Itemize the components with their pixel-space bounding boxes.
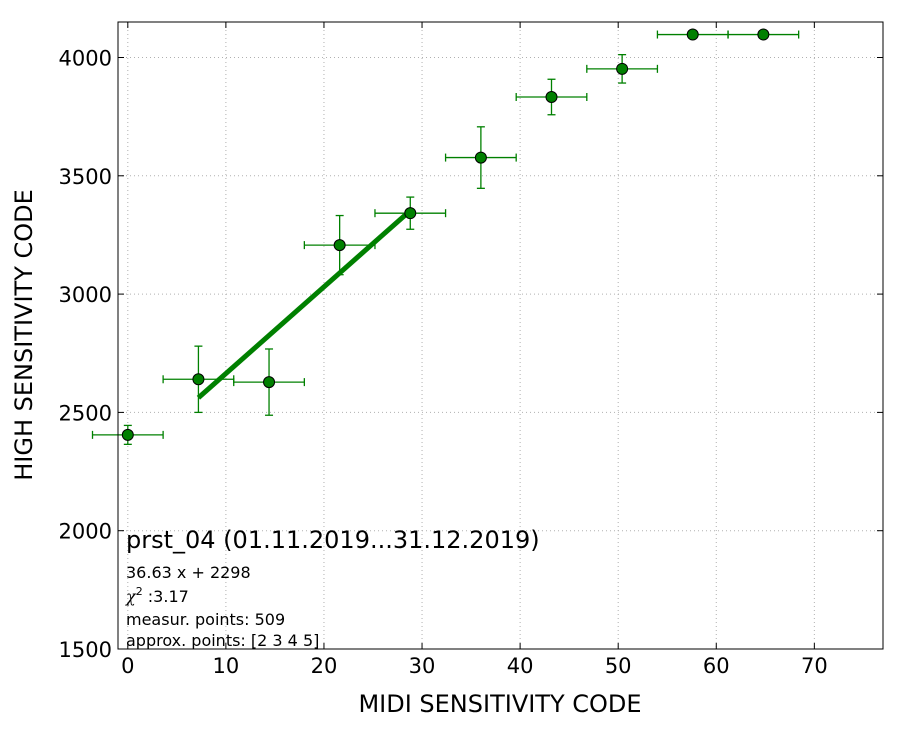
- y-tick-label: 3000: [59, 283, 112, 307]
- fit-equation: 36.63 x + 2298: [126, 563, 251, 582]
- x-tick-label: 10: [213, 654, 240, 678]
- x-tick-label: 70: [801, 654, 828, 678]
- data-point: [162, 345, 235, 414]
- point-marker: [545, 91, 558, 104]
- point-marker: [121, 428, 134, 441]
- y-tick-label: 2000: [59, 520, 112, 544]
- x-tick-label: 50: [605, 654, 632, 678]
- y-tick-label: 4000: [59, 46, 112, 70]
- grid-lines: [118, 22, 883, 650]
- y-axis-title: HIGH SENSITIVITY CODE: [10, 189, 38, 481]
- approx-points-label: approx. points: [2 3 4 5]: [126, 631, 319, 650]
- point-marker: [757, 28, 770, 41]
- data-point: [374, 196, 447, 230]
- y-tick-label: 3500: [59, 165, 112, 189]
- point-marker: [474, 151, 487, 164]
- data-point: [586, 54, 659, 84]
- y-tick-label: 2500: [59, 401, 112, 425]
- chi2-label: χ2 :3.17: [125, 585, 189, 606]
- annotation-title: prst_04 (01.11.2019...31.12.2019): [126, 526, 540, 554]
- point-marker: [686, 28, 699, 41]
- x-tick-label: 40: [507, 654, 534, 678]
- annotation-block: prst_04 (01.11.2019...31.12.2019) 36.63 …: [125, 526, 540, 650]
- data-point: [515, 78, 588, 116]
- y-axis-ticks: 1500 2000 2500 3000 3500 4000: [59, 46, 883, 662]
- data-point: [91, 424, 164, 445]
- data-points: [91, 28, 800, 445]
- point-marker: [263, 376, 276, 389]
- chi2-symbol: χ: [125, 587, 137, 606]
- x-tick-label: 60: [703, 654, 730, 678]
- y-tick-label: 1500: [59, 638, 112, 662]
- plot-frame: [117, 21, 884, 650]
- fit-line: [196, 208, 412, 400]
- data-point: [303, 214, 376, 276]
- fit-line-group: [196, 208, 412, 400]
- measur-points-label: measur. points: 509: [126, 610, 285, 629]
- point-marker: [192, 373, 205, 386]
- x-tick-label: 0: [121, 654, 134, 678]
- point-marker: [333, 239, 346, 252]
- data-point: [727, 28, 800, 41]
- data-point: [444, 126, 517, 189]
- x-tick-label: 30: [409, 654, 436, 678]
- point-marker: [404, 207, 417, 220]
- x-axis-title: MIDI SENSITIVITY CODE: [358, 690, 641, 718]
- x-axis-ticks: 0 10 20 30 40 50 60 70: [121, 22, 828, 678]
- x-tick-label: 20: [311, 654, 338, 678]
- chi2-value: :3.17: [143, 587, 189, 606]
- data-point: [656, 28, 729, 41]
- point-marker: [616, 62, 629, 75]
- chi2-superscript: 2: [136, 585, 143, 598]
- data-point: [233, 348, 305, 416]
